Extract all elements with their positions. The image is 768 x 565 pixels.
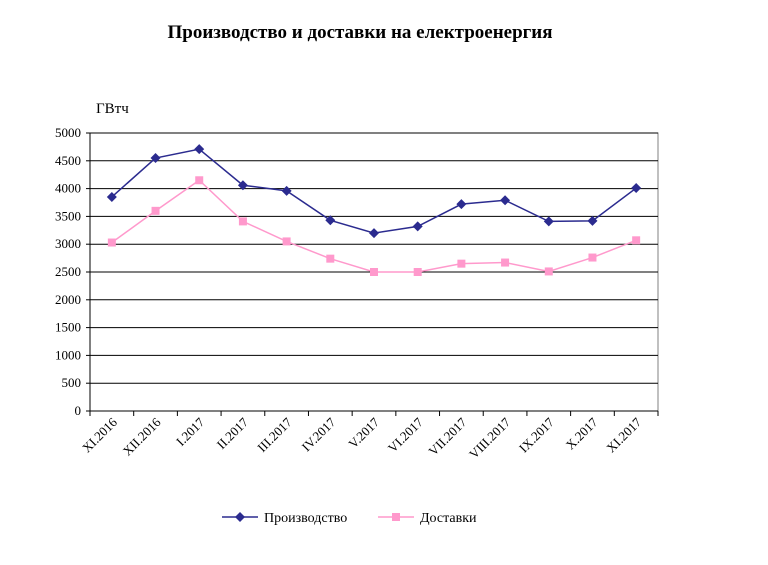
legend-label: Производство	[264, 511, 347, 526]
x-tick-label: III.2017	[254, 414, 295, 455]
x-tick-label: XI.2017	[603, 414, 644, 455]
data-point-series-1	[281, 185, 292, 196]
data-point-series-1	[543, 216, 554, 227]
data-point-series-2	[632, 236, 641, 245]
data-point-series-1	[325, 215, 336, 226]
y-tick-label: 3000	[55, 236, 81, 251]
legend-marker	[235, 512, 245, 522]
legend-marker	[392, 513, 400, 521]
x-tick-label: XI.2016	[79, 414, 120, 455]
data-point-series-1	[587, 215, 598, 226]
y-tick-label: 1500	[55, 320, 81, 335]
data-point-series-2	[501, 258, 510, 267]
x-tick-label: VII.2017	[425, 414, 469, 458]
data-point-series-2	[282, 237, 291, 246]
x-tick-label: X.2017	[563, 414, 601, 452]
data-point-series-1	[369, 228, 379, 239]
data-point-series-2	[457, 259, 466, 268]
data-point-series-1	[631, 183, 642, 194]
x-tick-label: IX.2017	[516, 414, 557, 455]
y-tick-label: 4500	[55, 153, 81, 168]
y-tick-label: 500	[62, 375, 82, 390]
data-point-series-1	[500, 195, 511, 206]
y-tick-label: 0	[75, 403, 82, 418]
x-tick-label: VIII.2017	[466, 414, 513, 461]
x-tick-label: I.2017	[173, 414, 208, 449]
y-tick-label: 2000	[55, 292, 81, 307]
x-tick-label: II.2017	[214, 414, 252, 452]
data-point-series-2	[326, 254, 335, 263]
chart-title: Производство и доставки на електроенерги…	[167, 22, 553, 43]
data-point-series-1	[194, 144, 205, 155]
y-tick-label: 2500	[55, 264, 81, 279]
y-tick-label: 1000	[55, 347, 81, 362]
data-point-series-2	[107, 238, 116, 247]
y-tick-label: 3500	[55, 208, 81, 223]
data-point-series-1	[150, 153, 161, 164]
data-point-series-2	[370, 268, 378, 276]
x-tick-label: V.2017	[345, 414, 382, 451]
data-point-series-1	[237, 180, 248, 191]
data-point-series-2	[151, 206, 160, 215]
x-tick-label: XII.2016	[120, 414, 164, 458]
x-tick-label: VI.2017	[385, 414, 426, 455]
y-tick-label: 4000	[55, 181, 81, 196]
legend-label: Доставки	[420, 511, 477, 526]
data-point-series-1	[412, 221, 423, 232]
y-tick-label: 5000	[55, 125, 81, 140]
data-point-series-1	[456, 199, 467, 210]
data-point-series-2	[544, 267, 553, 276]
y-axis-unit-label: ГВтч	[96, 101, 129, 117]
data-point-series-2	[238, 217, 247, 226]
data-point-series-2	[413, 268, 422, 276]
data-point-series-2	[195, 176, 204, 185]
x-tick-label: IV.2017	[299, 414, 339, 454]
data-point-series-2	[588, 253, 597, 262]
data-point-series-1	[106, 191, 117, 202]
